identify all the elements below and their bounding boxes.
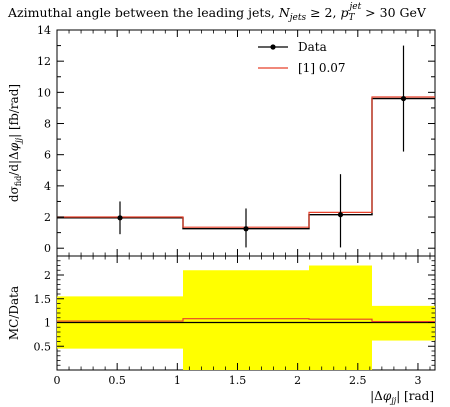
chart-title: Azimuthal angle between the leading jets… xyxy=(7,2,427,23)
legend-entry-mc: [1] 0.07 xyxy=(258,61,346,75)
data-point-3 xyxy=(400,95,407,102)
data-point-2 xyxy=(337,212,344,218)
ratio-step-mc xyxy=(57,318,435,323)
xtick-label-6: 3 xyxy=(414,374,421,387)
main-ytick-label-0: 0 xyxy=(44,242,51,255)
data-point-0 xyxy=(117,215,123,221)
ratio-band-bin-3 xyxy=(372,305,435,341)
data-point-1 xyxy=(243,226,249,232)
ratio-ytick-label-3: 2 xyxy=(44,269,51,282)
ratio-ytick-label-2: 1.5 xyxy=(34,293,52,306)
ratio-ylabel: MC/Data xyxy=(7,286,21,340)
main-ytick-label-2: 4 xyxy=(44,180,51,193)
ratio-band-bin-2 xyxy=(309,265,372,370)
xtick-label-0: 0 xyxy=(54,374,61,387)
legend-entry-data: Data xyxy=(258,40,327,54)
main-ytick-label-4: 8 xyxy=(44,118,51,131)
main-layer xyxy=(57,45,435,248)
legend-label-data: Data xyxy=(298,40,327,54)
xtick-label-5: 2.5 xyxy=(349,374,367,387)
axis-layer: 0 2 4 6 8 10 12 14 0.5 1 1.5 2 0 0.5 1 1.5 2 2.5 3 xyxy=(34,24,435,387)
xtick-label-4: 2 xyxy=(294,374,301,387)
legend: Data [1] 0.07 xyxy=(258,40,346,75)
ratio-band-bin-1 xyxy=(183,270,309,370)
main-ylabel: dσfid/d|Δφjj| [fb/rad] xyxy=(7,84,23,202)
xtick-label-2: 1 xyxy=(174,374,181,387)
ratio-layer xyxy=(57,265,435,370)
main-ytick-label-3: 6 xyxy=(44,149,51,162)
legend-label-mc: [1] 0.07 xyxy=(298,61,346,75)
main-ytick-label-7: 14 xyxy=(37,24,51,37)
ratio-ytick-label-1: 1 xyxy=(44,317,51,330)
main-ytick-label-6: 12 xyxy=(37,55,51,68)
ratio-ytick-label-0: 0.5 xyxy=(34,340,52,353)
main-ytick-label-5: 10 xyxy=(37,86,51,99)
xtick-label-3: 1.5 xyxy=(229,374,247,387)
xlabel: |Δφjj| [rad] xyxy=(370,389,434,405)
main-step-mc xyxy=(57,96,435,228)
xtick-label-1: 0.5 xyxy=(108,374,126,387)
main-ytick-label-1: 2 xyxy=(44,211,51,224)
